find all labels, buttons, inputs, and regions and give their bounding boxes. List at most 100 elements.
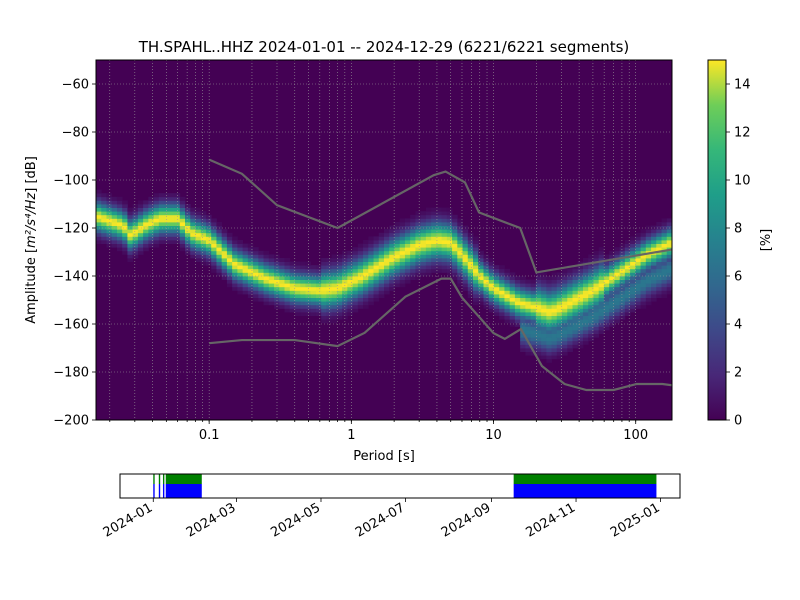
heatmap-cell bbox=[598, 254, 605, 259]
heatmap-cell bbox=[572, 283, 579, 288]
heatmap-cell bbox=[656, 236, 662, 241]
heatmap-cell bbox=[661, 286, 668, 291]
heatmap-cell bbox=[268, 276, 275, 280]
heatmap-cell bbox=[525, 322, 532, 327]
data-coverage-bar bbox=[165, 474, 202, 484]
heatmap-cell bbox=[279, 290, 285, 295]
heatmap-cell bbox=[598, 308, 605, 313]
heatmap-cell bbox=[593, 276, 600, 280]
heatmap-cell bbox=[116, 236, 123, 241]
heatmap-cell bbox=[483, 279, 490, 284]
heatmap-cell bbox=[211, 265, 217, 270]
heatmap-cell bbox=[148, 218, 154, 223]
heatmap-cell bbox=[331, 315, 338, 320]
heatmap-cell bbox=[190, 232, 196, 237]
heatmap-cell bbox=[541, 315, 547, 320]
heatmap-cell bbox=[441, 229, 448, 234]
heatmap-cell bbox=[572, 301, 579, 306]
heatmap-cell bbox=[457, 276, 463, 280]
heatmap-cell bbox=[446, 214, 453, 219]
heatmap-cell bbox=[473, 243, 479, 248]
heatmap-cell bbox=[425, 218, 432, 223]
heatmap-cell bbox=[363, 258, 369, 262]
heatmap-cell bbox=[551, 272, 558, 277]
heatmap-cell bbox=[158, 222, 165, 226]
heatmap-cell bbox=[127, 240, 134, 244]
heatmap-cell bbox=[132, 218, 139, 223]
heatmap-cell bbox=[232, 276, 238, 280]
heatmap-cell bbox=[384, 247, 390, 252]
heatmap-cell bbox=[357, 294, 364, 298]
heatmap-cell bbox=[504, 304, 511, 309]
heatmap-cell bbox=[384, 290, 390, 295]
heatmap-cell bbox=[242, 286, 249, 291]
heatmap-cell bbox=[619, 290, 626, 295]
heatmap-cell bbox=[582, 268, 589, 273]
heatmap-cell bbox=[609, 294, 615, 298]
y-tick-label: −180 bbox=[53, 366, 89, 381]
heatmap-cell bbox=[284, 301, 291, 306]
heatmap-cell bbox=[326, 261, 333, 266]
heatmap-cell bbox=[268, 258, 275, 262]
heatmap-cell bbox=[185, 214, 191, 219]
heatmap-cell bbox=[247, 279, 254, 284]
heatmap-cell bbox=[116, 225, 123, 230]
heatmap-cell bbox=[462, 236, 469, 241]
timeline-tick-label: 2024-07 bbox=[353, 500, 408, 540]
heatmap-cell bbox=[530, 326, 537, 331]
heatmap-cell bbox=[179, 218, 186, 223]
heatmap-cell bbox=[294, 301, 301, 306]
heatmap-cell bbox=[284, 268, 291, 273]
heatmap-cell bbox=[331, 319, 338, 324]
heatmap-cell bbox=[96, 225, 102, 230]
heatmap-cell bbox=[384, 272, 390, 277]
heatmap-cell bbox=[614, 312, 621, 316]
heatmap-cell bbox=[467, 276, 474, 280]
heatmap-cell bbox=[420, 247, 427, 252]
heatmap-cell bbox=[556, 319, 563, 324]
colorbar-tick-label: 4 bbox=[734, 318, 742, 333]
timeline-tick-label: 2024-05 bbox=[268, 500, 323, 540]
heatmap-cell bbox=[116, 243, 123, 248]
heatmap-cell bbox=[562, 272, 568, 277]
heatmap-cell bbox=[205, 225, 212, 230]
heatmap-cell bbox=[661, 272, 668, 277]
heatmap-cell bbox=[598, 294, 605, 298]
heatmap-cell bbox=[640, 240, 647, 244]
heatmap-cell bbox=[467, 286, 474, 291]
heatmap-cell bbox=[640, 290, 647, 295]
heatmap-cell bbox=[153, 196, 160, 201]
heatmap-cell bbox=[237, 240, 244, 244]
heatmap-cell bbox=[572, 337, 579, 342]
heatmap-cell bbox=[258, 279, 264, 284]
heatmap-cell bbox=[279, 283, 285, 288]
heatmap-cell bbox=[101, 196, 107, 201]
heatmap-cell bbox=[384, 229, 390, 234]
heatmap-cell bbox=[572, 294, 579, 298]
heatmap-cell bbox=[190, 222, 196, 226]
heatmap-cell bbox=[473, 247, 479, 252]
heatmap-cell bbox=[593, 308, 600, 313]
data-coverage-bar bbox=[158, 474, 161, 484]
heatmap-cell bbox=[336, 279, 343, 284]
heatmap-cell bbox=[546, 290, 552, 295]
heatmap-cell bbox=[624, 308, 631, 313]
heatmap-cell bbox=[326, 279, 333, 284]
heatmap-cell bbox=[284, 286, 291, 291]
heatmap-cell bbox=[373, 247, 380, 252]
heatmap-cell bbox=[624, 265, 631, 270]
heatmap-cell bbox=[593, 268, 600, 273]
heatmap-cell bbox=[452, 222, 458, 226]
heatmap-cell bbox=[127, 250, 134, 255]
heatmap-cell bbox=[268, 265, 275, 270]
heatmap-cell bbox=[221, 268, 228, 273]
heatmap-cell bbox=[635, 258, 641, 262]
heatmap-cell bbox=[378, 243, 385, 248]
heatmap-cell bbox=[593, 261, 600, 266]
heatmap-cell bbox=[598, 322, 605, 327]
heatmap-cell bbox=[598, 247, 605, 252]
heatmap-cell bbox=[635, 254, 641, 259]
heatmap-cell bbox=[556, 322, 563, 327]
heatmap-cell bbox=[116, 196, 123, 201]
heatmap-cell bbox=[169, 204, 175, 208]
